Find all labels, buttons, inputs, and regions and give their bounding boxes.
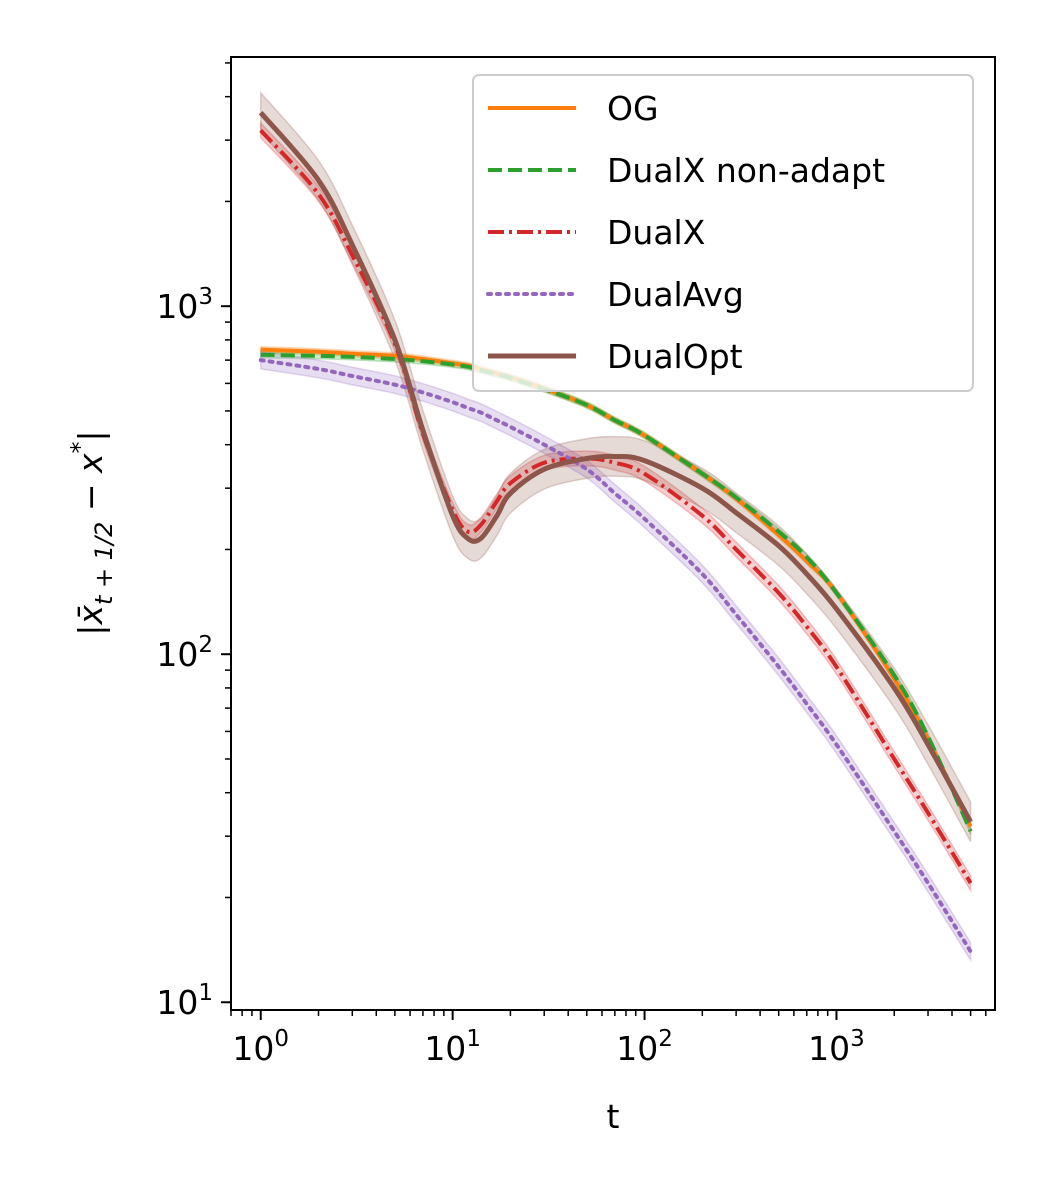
band-dualx: [259, 121, 972, 894]
series-line-dualopt: [258, 110, 973, 823]
x-tick-label: 100: [232, 1026, 289, 1068]
legend-label-dualavg: DualAvg: [607, 275, 744, 314]
x-tick-label: 102: [616, 1026, 673, 1068]
y-tick-label: 102: [156, 632, 213, 674]
x-tick-label: 101: [424, 1026, 481, 1068]
x-axis: 100 101 102 103: [230, 1010, 987, 1068]
y-tick-label: 101: [156, 980, 213, 1022]
band-dualavg: [259, 350, 972, 963]
series-line-dualx-non-adapt: [260, 352, 973, 833]
x-axis-label: t: [607, 1097, 620, 1136]
x-tick-label: 103: [808, 1026, 865, 1068]
band-dualx-non-adapt: [259, 351, 972, 835]
legend-label-dualx-non-adapt: DualX non-adapt: [607, 151, 885, 190]
svg-text:|x̄t + 1/2 − x*|: |x̄t + 1/2 − x*|: [66, 430, 118, 635]
legend-label-dualx: DualX: [607, 213, 705, 252]
y-tick-label: 103: [156, 284, 213, 326]
y-axis: 101 102 103: [156, 62, 231, 1022]
legend-label-og: OG: [607, 89, 659, 128]
legend-label-dualopt: DualOpt: [607, 337, 743, 376]
legend-box: [472, 74, 974, 392]
band-dualopt: [259, 90, 972, 842]
series-lines: [258, 110, 973, 954]
plot-frame: [230, 56, 996, 1011]
y-axis-label: |x̄t + 1/2 − x*|: [66, 430, 118, 635]
legend: OG DualX non-adapt DualX DualAvg DualOpt: [472, 74, 974, 392]
